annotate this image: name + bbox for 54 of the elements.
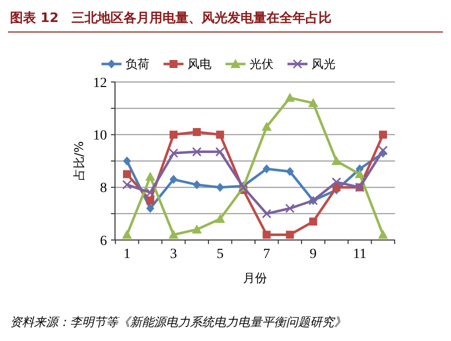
point xyxy=(145,172,156,181)
x-tick-label: 7 xyxy=(263,247,270,262)
point xyxy=(146,188,156,198)
point xyxy=(216,130,224,139)
point xyxy=(122,180,132,190)
point xyxy=(168,148,178,158)
x-axis-title: 月份 xyxy=(243,271,267,285)
point xyxy=(216,182,224,192)
point xyxy=(192,224,202,234)
point xyxy=(168,230,179,239)
point xyxy=(286,167,294,176)
point xyxy=(378,230,388,239)
point xyxy=(285,204,295,214)
point xyxy=(123,170,131,178)
point xyxy=(379,130,387,139)
point xyxy=(284,92,295,102)
x-tick-label: 1 xyxy=(124,247,130,262)
y-tick-label: 6 xyxy=(100,234,107,249)
point xyxy=(332,177,342,187)
y-tick-label: 8 xyxy=(100,181,107,196)
point xyxy=(146,204,154,213)
point xyxy=(286,230,294,239)
legend-label: 负荷 xyxy=(126,57,150,72)
x-tick-label: 11 xyxy=(352,247,366,262)
point xyxy=(123,156,131,166)
point xyxy=(331,156,342,165)
point xyxy=(215,214,226,223)
point xyxy=(354,169,365,178)
legend-label: 光伏 xyxy=(250,57,274,72)
x-tick-label: 9 xyxy=(310,247,317,262)
point xyxy=(309,218,318,226)
point xyxy=(170,130,178,139)
y-tick-label: 12 xyxy=(93,76,107,91)
point xyxy=(192,147,202,157)
text: 资料来源：李明节等《新能源电力系统电力电量平衡问题研究》 xyxy=(10,315,346,329)
point xyxy=(308,98,318,108)
legend-label: 风光 xyxy=(312,57,336,72)
point xyxy=(215,147,225,157)
y-axis-title: 占比/% xyxy=(72,141,86,181)
x-tick-label: 5 xyxy=(216,247,224,262)
legend-label: 风电 xyxy=(188,57,212,72)
point xyxy=(378,146,388,156)
chart-title: 图表 12 三北地区各月用电量、风光发电量在全年占比 xyxy=(10,11,332,26)
point xyxy=(170,174,178,184)
point xyxy=(262,122,272,131)
point xyxy=(262,164,271,174)
point xyxy=(192,128,201,136)
x-tick-label: 3 xyxy=(170,247,178,262)
point xyxy=(192,180,201,190)
point xyxy=(146,196,154,204)
point xyxy=(262,230,271,239)
point xyxy=(262,208,272,218)
y-tick-label: 10 xyxy=(93,128,107,144)
point xyxy=(122,230,132,239)
